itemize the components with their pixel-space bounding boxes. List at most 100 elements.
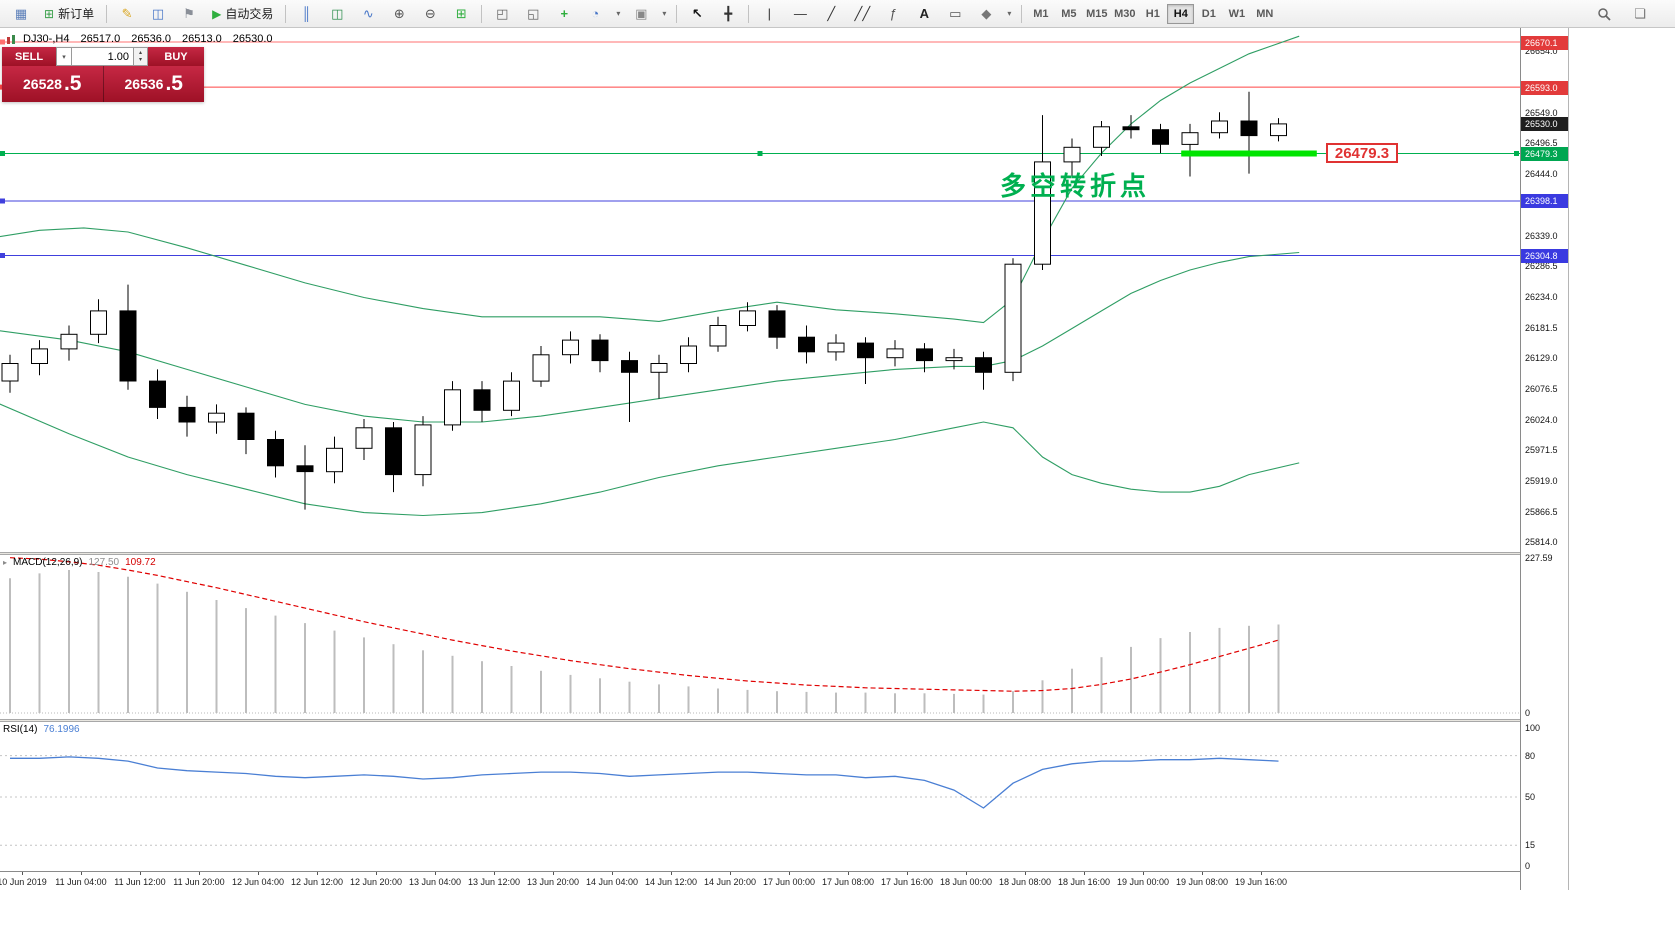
price-scale-label: 0: [1525, 708, 1531, 718]
time-axis-tick: [22, 872, 23, 875]
vertical-line-icon[interactable]: |: [767, 6, 772, 21]
time-axis-tick: [553, 872, 554, 875]
auto-trading-icon: ▶: [212, 6, 222, 21]
grid-icon[interactable]: ⊞: [455, 5, 467, 21]
label-icon[interactable]: ▭: [949, 5, 962, 21]
price-scale-marker: 26398.1: [1521, 194, 1568, 209]
trendline-icon[interactable]: ╱: [827, 5, 836, 21]
price-scale-label: 25866.5: [1525, 506, 1558, 517]
bar-chart-icon[interactable]: ║: [301, 6, 311, 21]
timeframe-w1-button[interactable]: W1: [1228, 7, 1246, 20]
time-axis-label: 18 Jun 08:00: [998, 877, 1052, 887]
cascade-windows-icon[interactable]: ◱: [527, 5, 540, 21]
time-axis-tick: [671, 872, 672, 875]
periods-dropdown-icon[interactable]: ▾: [616, 9, 621, 18]
channel-icon[interactable]: ╱╱: [854, 5, 871, 21]
metaeditor-icon[interactable]: ✎: [121, 5, 133, 21]
macd-signal-value: 109.72: [125, 557, 156, 568]
auto-trading-button-label: 自动交易: [225, 7, 274, 21]
tile-windows-icon[interactable]: ◰: [496, 5, 509, 21]
template-icon[interactable]: ▣: [635, 5, 648, 21]
time-axis-label: 11 Jun 12:00: [114, 877, 166, 887]
line-chart-icon[interactable]: ∿: [362, 5, 374, 21]
rsi-name: RSI(14): [3, 724, 38, 735]
buy-button[interactable]: BUY: [148, 47, 204, 66]
price-scale-label: 25971.5: [1525, 445, 1558, 456]
sell-button[interactable]: SELL: [2, 47, 56, 66]
price-scale-label: 26654.0: [1525, 46, 1558, 57]
auto-trading-button[interactable]: ▶ 自动交易: [205, 2, 280, 26]
template-dropdown-icon[interactable]: ▾: [662, 9, 667, 18]
rsi-chart[interactable]: [0, 722, 1520, 871]
price-tag-label: 26479.3: [1326, 143, 1398, 163]
indicator-collapse-icon[interactable]: ▸: [3, 558, 8, 567]
indicators-icon[interactable]: +: [560, 6, 569, 21]
alerts-icon[interactable]: ⚑: [183, 5, 195, 21]
macd-chart[interactable]: [0, 555, 1520, 719]
time-axis-tick: [612, 872, 613, 875]
cursor-icon[interactable]: ↖: [691, 5, 703, 21]
time-axis-tick: [1202, 872, 1203, 875]
rsi-panel: RSI(14) 76.1996: [0, 722, 1520, 871]
zoom-out-icon[interactable]: ⊖: [424, 5, 436, 21]
timeframe-m15-button[interactable]: M15: [1086, 7, 1108, 20]
objects-dropdown-icon[interactable]: ▾: [1007, 9, 1012, 18]
price-scale-label: 15: [1525, 840, 1536, 851]
symbol-period: DJ30-,H4: [23, 33, 70, 45]
time-axis-tick: [730, 872, 731, 875]
price-scale-label: 26444.0: [1525, 169, 1558, 180]
main-price-chart[interactable]: [0, 28, 1520, 552]
chart-type-icon: [6, 34, 18, 45]
price-scale-label: 26549.0: [1525, 107, 1558, 118]
text-icon[interactable]: A: [919, 6, 930, 21]
timeframe-h1-button[interactable]: H1: [1145, 7, 1160, 20]
time-axis[interactable]: 10 Jun 2019 11 Jun 04:00 11 Jun 12:00 11 Ju…: [0, 871, 1568, 890]
timeframe-h4-button[interactable]: H4: [1167, 3, 1195, 24]
price-scale-marker: 26593.0: [1521, 80, 1568, 95]
price-scale-label: 227.59: [1525, 553, 1553, 563]
annotation-text: 多空转折点: [1000, 171, 1151, 201]
rsi-value: 76.1996: [43, 724, 80, 735]
periods-icon[interactable]: ◔: [591, 6, 600, 21]
toolbar-separator: [676, 4, 678, 23]
timeframe-m1-button[interactable]: M1: [1033, 7, 1049, 20]
time-axis-tick: [789, 872, 790, 875]
time-axis-tick: [848, 872, 849, 875]
toolbar-separator: [1021, 4, 1023, 23]
volume-stepper[interactable]: ▴ ▾: [134, 47, 148, 66]
new-chart-icon[interactable]: ▦: [14, 5, 28, 21]
zoom-in-icon[interactable]: ⊕: [393, 5, 405, 21]
timeframe-m30-button[interactable]: M30: [1114, 7, 1136, 20]
toolbar: ▦ ⊞ 新订单 ✎ ◫ ⚑ ▶ 自动交易 ║ ◫ ∿ ⊕ ⊖ ⊞ ◰ ◱ + ◔ ▾ ▣ ▾ ↖ ╋ | — ╱ ╱╱ ƒ A ▭ ◆ ▾ M1…: [0, 0, 1675, 28]
time-axis-tick: [376, 872, 377, 875]
navigator-icon[interactable]: ◫: [151, 5, 165, 21]
new-order-button[interactable]: ⊞ 新订单: [37, 2, 101, 26]
find-symbol-icon[interactable]: [1589, 2, 1619, 26]
horizontal-line-icon[interactable]: —: [793, 6, 807, 21]
layout-icon[interactable]: ❏: [1634, 5, 1646, 21]
time-axis-label: 11 Jun 20:00: [173, 877, 225, 887]
objects-icon[interactable]: ◆: [981, 5, 992, 21]
volume-input[interactable]: [72, 47, 134, 66]
volume-dropdown[interactable]: ▾: [56, 47, 72, 66]
fibonacci-icon[interactable]: ƒ: [889, 6, 897, 21]
ohlc-open: 26517.0: [80, 33, 121, 45]
timeframe-d1-button[interactable]: D1: [1201, 7, 1216, 20]
chevron-down-icon: ▾: [62, 53, 66, 61]
price-scale-marker: 26479.3: [1521, 147, 1568, 162]
timeframe-m5-button[interactable]: M5: [1061, 7, 1077, 20]
sell-price[interactable]: 26528.5: [2, 66, 104, 102]
time-axis-label: 17 Jun 00:00: [762, 877, 816, 887]
price-scale[interactable]: 26654.0 26549.0 26496.5 26444.0 26339.0 26286…: [1520, 28, 1568, 890]
price-scale-label: 26339.0: [1525, 230, 1558, 241]
price-scale-label: 26181.5: [1525, 322, 1558, 333]
panel-splitter[interactable]: [0, 719, 1568, 722]
timeframe-mn-button[interactable]: MN: [1256, 7, 1274, 20]
candlestick-icon[interactable]: ◫: [331, 5, 344, 21]
panel-splitter[interactable]: [0, 552, 1568, 555]
price-scale-label: 26129.0: [1525, 353, 1558, 364]
crosshair-icon[interactable]: ╋: [724, 5, 733, 21]
spin-down-icon: ▾: [138, 56, 142, 63]
buy-price[interactable]: 26536.5: [103, 66, 204, 102]
macd-name: MACD(12,26,9): [13, 557, 83, 568]
